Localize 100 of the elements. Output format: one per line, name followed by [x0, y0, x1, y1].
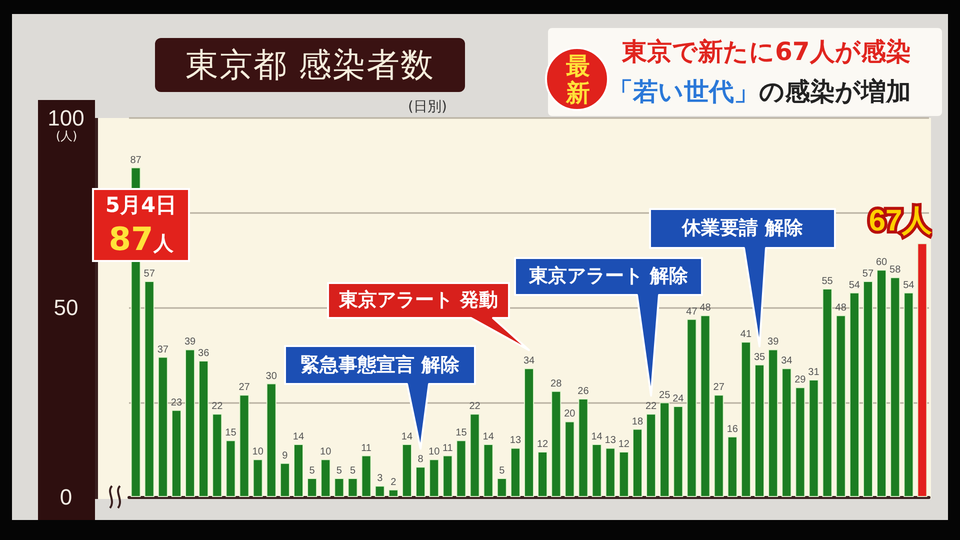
data-label: 60 [876, 257, 888, 268]
bar [293, 444, 304, 497]
bar [782, 368, 792, 497]
data-label: 37 [157, 344, 169, 356]
data-label: 36 [198, 348, 210, 360]
bar [442, 455, 453, 497]
data-label: 31 [808, 367, 820, 378]
data-label: 5 [336, 466, 342, 477]
bar [483, 444, 494, 497]
bar [402, 444, 412, 497]
bar [144, 280, 154, 497]
data-label: 3 [377, 473, 384, 484]
annotation: 休業要請 解除 [680, 216, 804, 241]
annotation: 東京アラート 解除 [528, 264, 689, 289]
data-label: 9 [282, 450, 288, 462]
bar [320, 459, 331, 497]
data-label: 10 [320, 446, 332, 458]
chart-title: 東京都 感染者数 [155, 38, 465, 92]
bar [727, 436, 738, 497]
bar [564, 421, 575, 497]
data-label: 30 [266, 370, 278, 382]
data-label: 67人 [868, 204, 934, 238]
data-label: 12 [536, 439, 549, 450]
text: 「若い世代」の感染が増加 [608, 77, 911, 106]
bar [158, 356, 168, 497]
bar [754, 364, 765, 497]
bar [524, 368, 534, 497]
bar [578, 398, 588, 497]
bar [660, 402, 670, 497]
bar [632, 428, 642, 497]
bar [605, 448, 616, 497]
data-label: 47 [686, 306, 698, 318]
data-label: 34 [781, 356, 793, 367]
data-label: 15 [456, 428, 468, 439]
data-label: 22 [469, 401, 481, 412]
data-label: 24 [672, 394, 684, 405]
data-label: 27 [713, 382, 725, 394]
data-label: 20 [564, 408, 576, 420]
data-label: 16 [726, 424, 738, 435]
data-label: 39 [184, 336, 196, 348]
data-label: 14 [292, 431, 304, 442]
bar [388, 489, 398, 497]
bar [646, 414, 656, 497]
data-label: 35 [754, 352, 766, 363]
data-label: 18 [632, 416, 644, 428]
y-tick-label: 50 [54, 295, 78, 320]
bar [917, 243, 928, 497]
bar [252, 459, 263, 497]
bar [348, 478, 358, 497]
bar [185, 349, 196, 497]
bar [374, 486, 385, 497]
bar [307, 478, 318, 497]
data-label: 58 [890, 264, 902, 276]
bar [714, 394, 724, 497]
data-label: 57 [144, 268, 156, 280]
bar [266, 383, 276, 497]
bar [592, 444, 602, 497]
data-label: 87 [130, 154, 142, 166]
data-label: 14 [591, 431, 603, 442]
data-label: 15 [225, 428, 237, 439]
data-label: 14 [401, 431, 413, 442]
bar [416, 466, 426, 497]
data-label: 54 [848, 280, 860, 291]
bar [212, 414, 222, 497]
data-label: 10 [428, 446, 440, 458]
text: 東京で新たに67人が感染 [622, 36, 912, 68]
bar [171, 410, 182, 497]
bar [836, 315, 846, 497]
y-axis-title: (人) [54, 128, 78, 145]
annotation: 5月4日 87人 [104, 192, 178, 258]
data-label: 5 [309, 466, 316, 477]
bar [849, 292, 860, 497]
bar [795, 387, 806, 497]
chart-subtitle: (日別) [408, 98, 447, 116]
data-label: 28 [550, 378, 562, 390]
bar [673, 406, 684, 497]
data-label: 13 [510, 435, 522, 446]
data-label: 23 [170, 397, 182, 408]
bar [538, 452, 548, 497]
bar [904, 292, 914, 497]
bar [470, 414, 480, 497]
data-label: 41 [740, 329, 752, 340]
text: 最新 [545, 47, 609, 111]
data-label: 57 [862, 268, 874, 280]
bar [280, 462, 290, 497]
data-label: 27 [238, 382, 250, 394]
data-label: 48 [835, 302, 847, 314]
bar [334, 478, 344, 497]
data-label: 5 [499, 466, 506, 477]
data-label: 11 [442, 442, 454, 454]
bar [429, 459, 440, 497]
data-label: 39 [768, 336, 780, 348]
data-label: 55 [822, 276, 834, 288]
data-label: 34 [523, 356, 535, 367]
annotation: 東京アラート 発動 [338, 288, 499, 313]
data-label: 11 [361, 442, 372, 454]
annotation: 緊急事態宣言 解除 [300, 353, 460, 378]
bar [510, 448, 520, 497]
bar [361, 455, 372, 497]
data-label: 5 [350, 466, 356, 477]
